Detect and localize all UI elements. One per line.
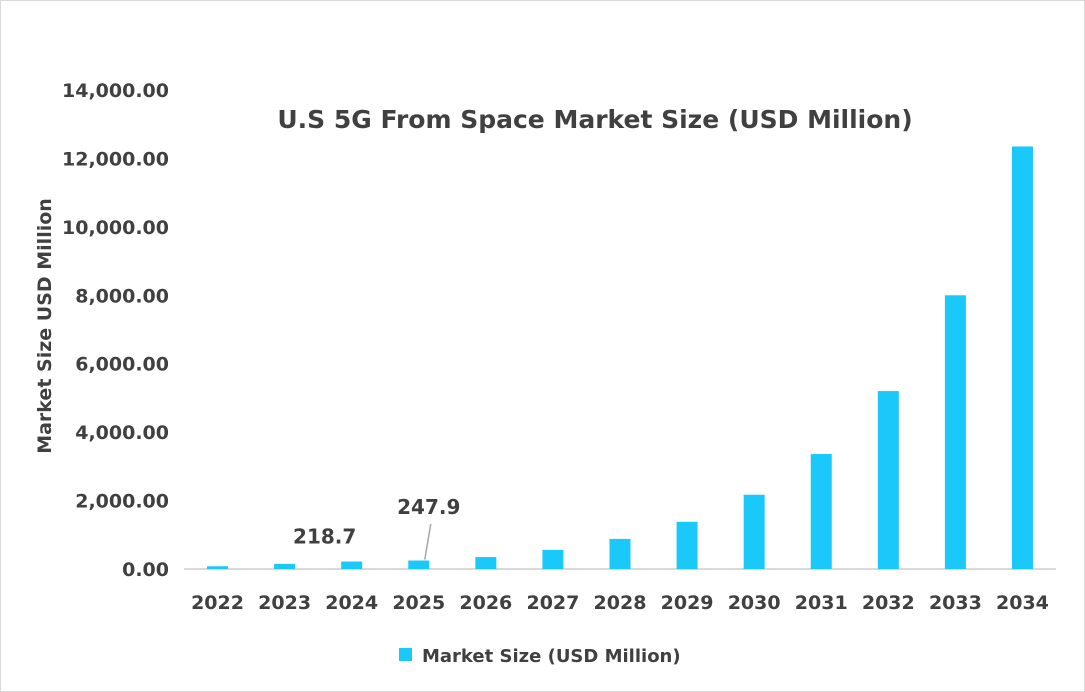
bar-2027 (542, 549, 564, 569)
bar-2022 (207, 566, 229, 569)
bar-2024 (341, 561, 363, 569)
y-tick-label: 6,000.00 (75, 354, 169, 376)
x-tick-label: 2033 (929, 592, 982, 614)
x-tick-label: 2027 (526, 592, 579, 614)
x-tick-label: 2031 (795, 592, 848, 614)
bar-2028 (609, 538, 631, 569)
bar-2030 (743, 494, 765, 569)
bar-2025 (408, 560, 430, 569)
legend-swatch (399, 648, 412, 661)
y-tick-label: 14,000.00 (62, 80, 169, 102)
x-tick-label: 2034 (996, 592, 1049, 614)
chart-title: U.S 5G From Space Market Size (USD Milli… (277, 105, 912, 134)
y-tick-label: 4,000.00 (75, 422, 169, 444)
data-label: 247.9 (397, 495, 460, 519)
bar-2026 (475, 557, 497, 569)
bar-2031 (810, 454, 832, 569)
y-tick-label: 2,000.00 (75, 491, 169, 513)
x-tick-label: 2026 (459, 592, 512, 614)
y-tick-label: 12,000.00 (62, 148, 169, 170)
x-tick-label: 2028 (594, 592, 647, 614)
leader-line (424, 523, 432, 560)
bar-2023 (274, 563, 296, 569)
x-tick-label: 2023 (258, 592, 311, 614)
data-label: 218.7 (293, 525, 356, 549)
x-tick-label: 2032 (862, 592, 915, 614)
x-tick-label: 2030 (728, 592, 781, 614)
y-tick-label: 8,000.00 (75, 285, 169, 307)
bar-2034 (1011, 146, 1033, 570)
x-tick-label: 2024 (325, 592, 378, 614)
y-tick-label: 10,000.00 (62, 217, 169, 239)
y-tick-label: 0.00 (122, 559, 169, 581)
x-tick-label: 2025 (392, 592, 445, 614)
bar-2033 (944, 295, 966, 569)
bar-2032 (877, 391, 899, 569)
x-tick-label: 2029 (661, 592, 714, 614)
legend-label: Market Size (USD Million) (422, 646, 681, 667)
y-axis-label: Market Size USD Million (34, 198, 56, 454)
x-tick-label: 2022 (191, 592, 244, 614)
bar-2029 (676, 521, 698, 569)
